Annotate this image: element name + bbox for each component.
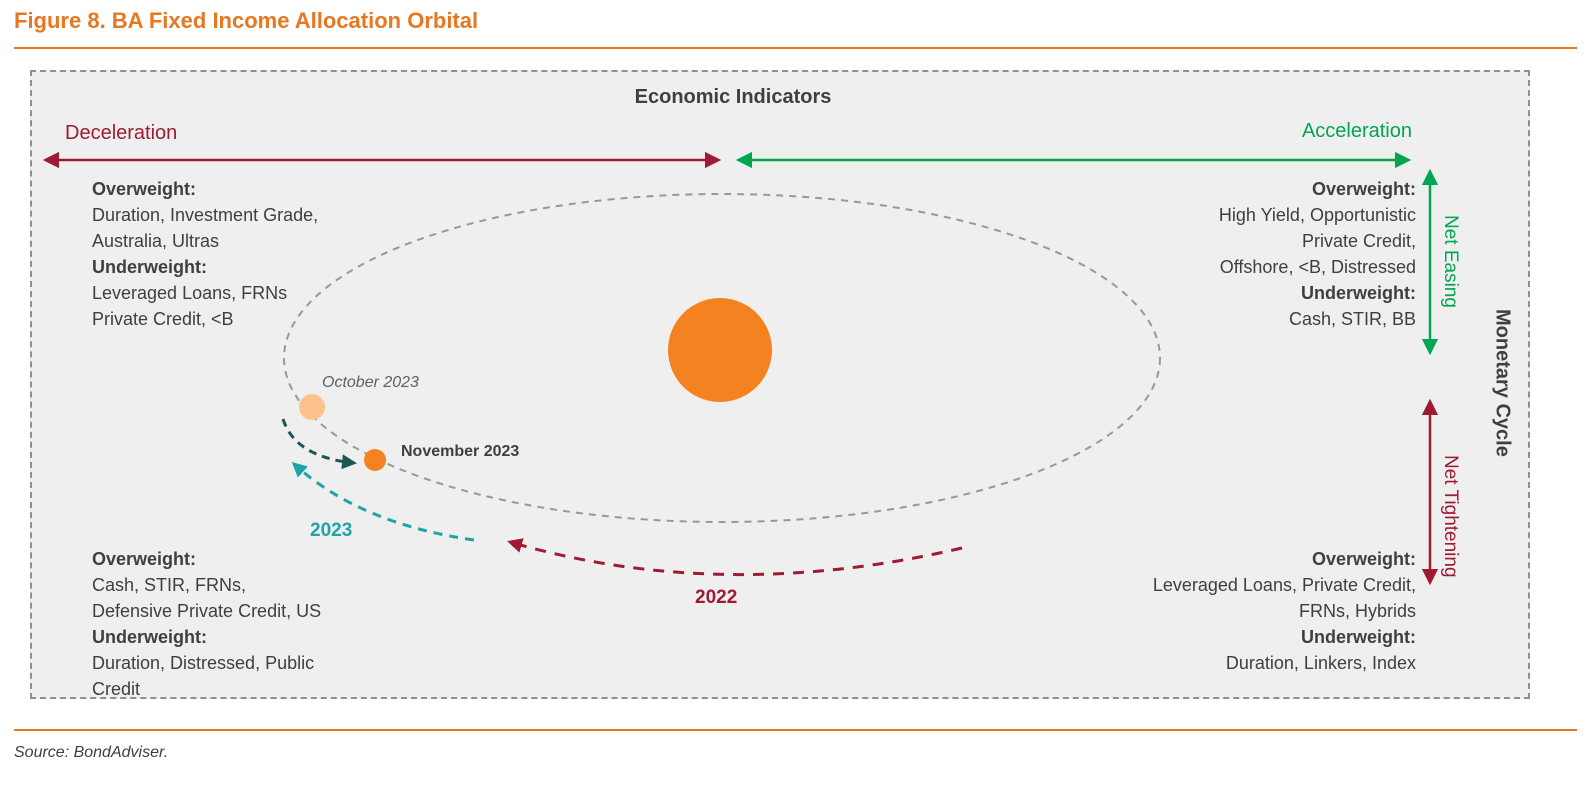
source-note: Source: BondAdviser. (14, 744, 169, 761)
overweight-label: Overweight: (92, 549, 197, 569)
acceleration-label: Acceleration (1301, 120, 1412, 142)
overweight-label: Overweight: (92, 179, 197, 199)
quadrant-bottom-right: Overweight: Leveraged Loans, Private Cre… (1153, 546, 1416, 676)
quadrant-line: Offshore, <B, Distressed (1219, 257, 1416, 277)
sun-circle (668, 298, 772, 402)
october-to-november-arrow (281, 418, 357, 470)
net-tightening-label: Net Tightening (1436, 396, 1464, 636)
quadrant-line: Credit (92, 679, 141, 699)
net-tightening-text: Net Tightening (1440, 454, 1461, 578)
november-2023-label: November 2023 (401, 443, 520, 460)
quadrant-line: Cash, STIR, FRNs, (92, 575, 247, 595)
top-divider-line (14, 47, 1577, 49)
deceleration-label: Deceleration (65, 122, 178, 144)
net-easing-label: Net Easing (1436, 166, 1464, 356)
bottom-divider-line (14, 729, 1577, 731)
underweight-label: Underweight: (1301, 627, 1416, 647)
monetary-cycle-text: Monetary Cycle (1491, 309, 1514, 457)
underweight-label: Underweight: (92, 257, 207, 277)
quadrant-line: Australia, Ultras (92, 231, 220, 251)
quadrant-line: Private Credit, (1301, 231, 1416, 251)
underweight-label: Underweight: (92, 627, 207, 647)
year-2023-label: 2023 (310, 520, 353, 541)
quadrant-line: Private Credit, <B (92, 309, 234, 329)
quadrant-line: Leveraged Loans, Private Credit, (1152, 575, 1416, 595)
figure-title: Figure 8. BA Fixed Income Allocation Orb… (14, 8, 479, 33)
quadrant-top-left: Overweight: Duration, Investment Grade, … (92, 176, 318, 332)
quadrant-line: Duration, Investment Grade, (92, 205, 319, 225)
october-2023-dot (299, 394, 325, 420)
year-2022-label: 2022 (695, 587, 738, 608)
monetary-cycle-label: Monetary Cycle (1486, 168, 1518, 598)
underweight-label: Underweight: (1301, 283, 1416, 303)
october-2023-label: October 2023 (322, 374, 419, 391)
quadrant-line: FRNs, Hybrids (1298, 601, 1416, 621)
quadrant-line: Defensive Private Credit, US (92, 601, 322, 621)
quadrant-line: Cash, STIR, BB (1288, 309, 1416, 329)
overweight-label: Overweight: (1311, 179, 1416, 199)
quadrant-line: Duration, Linkers, Index (1225, 653, 1416, 673)
net-easing-text: Net Easing (1440, 214, 1461, 308)
orbital-ellipse (283, 193, 1161, 523)
quadrant-line: High Yield, Opportunistic (1218, 205, 1416, 225)
overweight-label: Overweight: (1311, 549, 1416, 569)
diagram-canvas (42, 151, 1439, 586)
quadrant-top-right: Overweight: High Yield, Opportunistic Pr… (1219, 176, 1416, 332)
quadrant-line: Leveraged Loans, FRNs (92, 283, 288, 303)
economic-indicators-label: Economic Indicators (634, 86, 832, 108)
november-2023-dot (364, 449, 386, 471)
orbital-diagram-panel: Economic Indicators Deceleration Acceler… (30, 70, 1530, 699)
path-2022-arrow (507, 538, 963, 577)
path-2023-arrow (291, 461, 475, 542)
quadrant-line: Duration, Distressed, Public (92, 653, 315, 673)
quadrant-bottom-left: Overweight: Cash, STIR, FRNs, Defensive … (92, 546, 321, 702)
